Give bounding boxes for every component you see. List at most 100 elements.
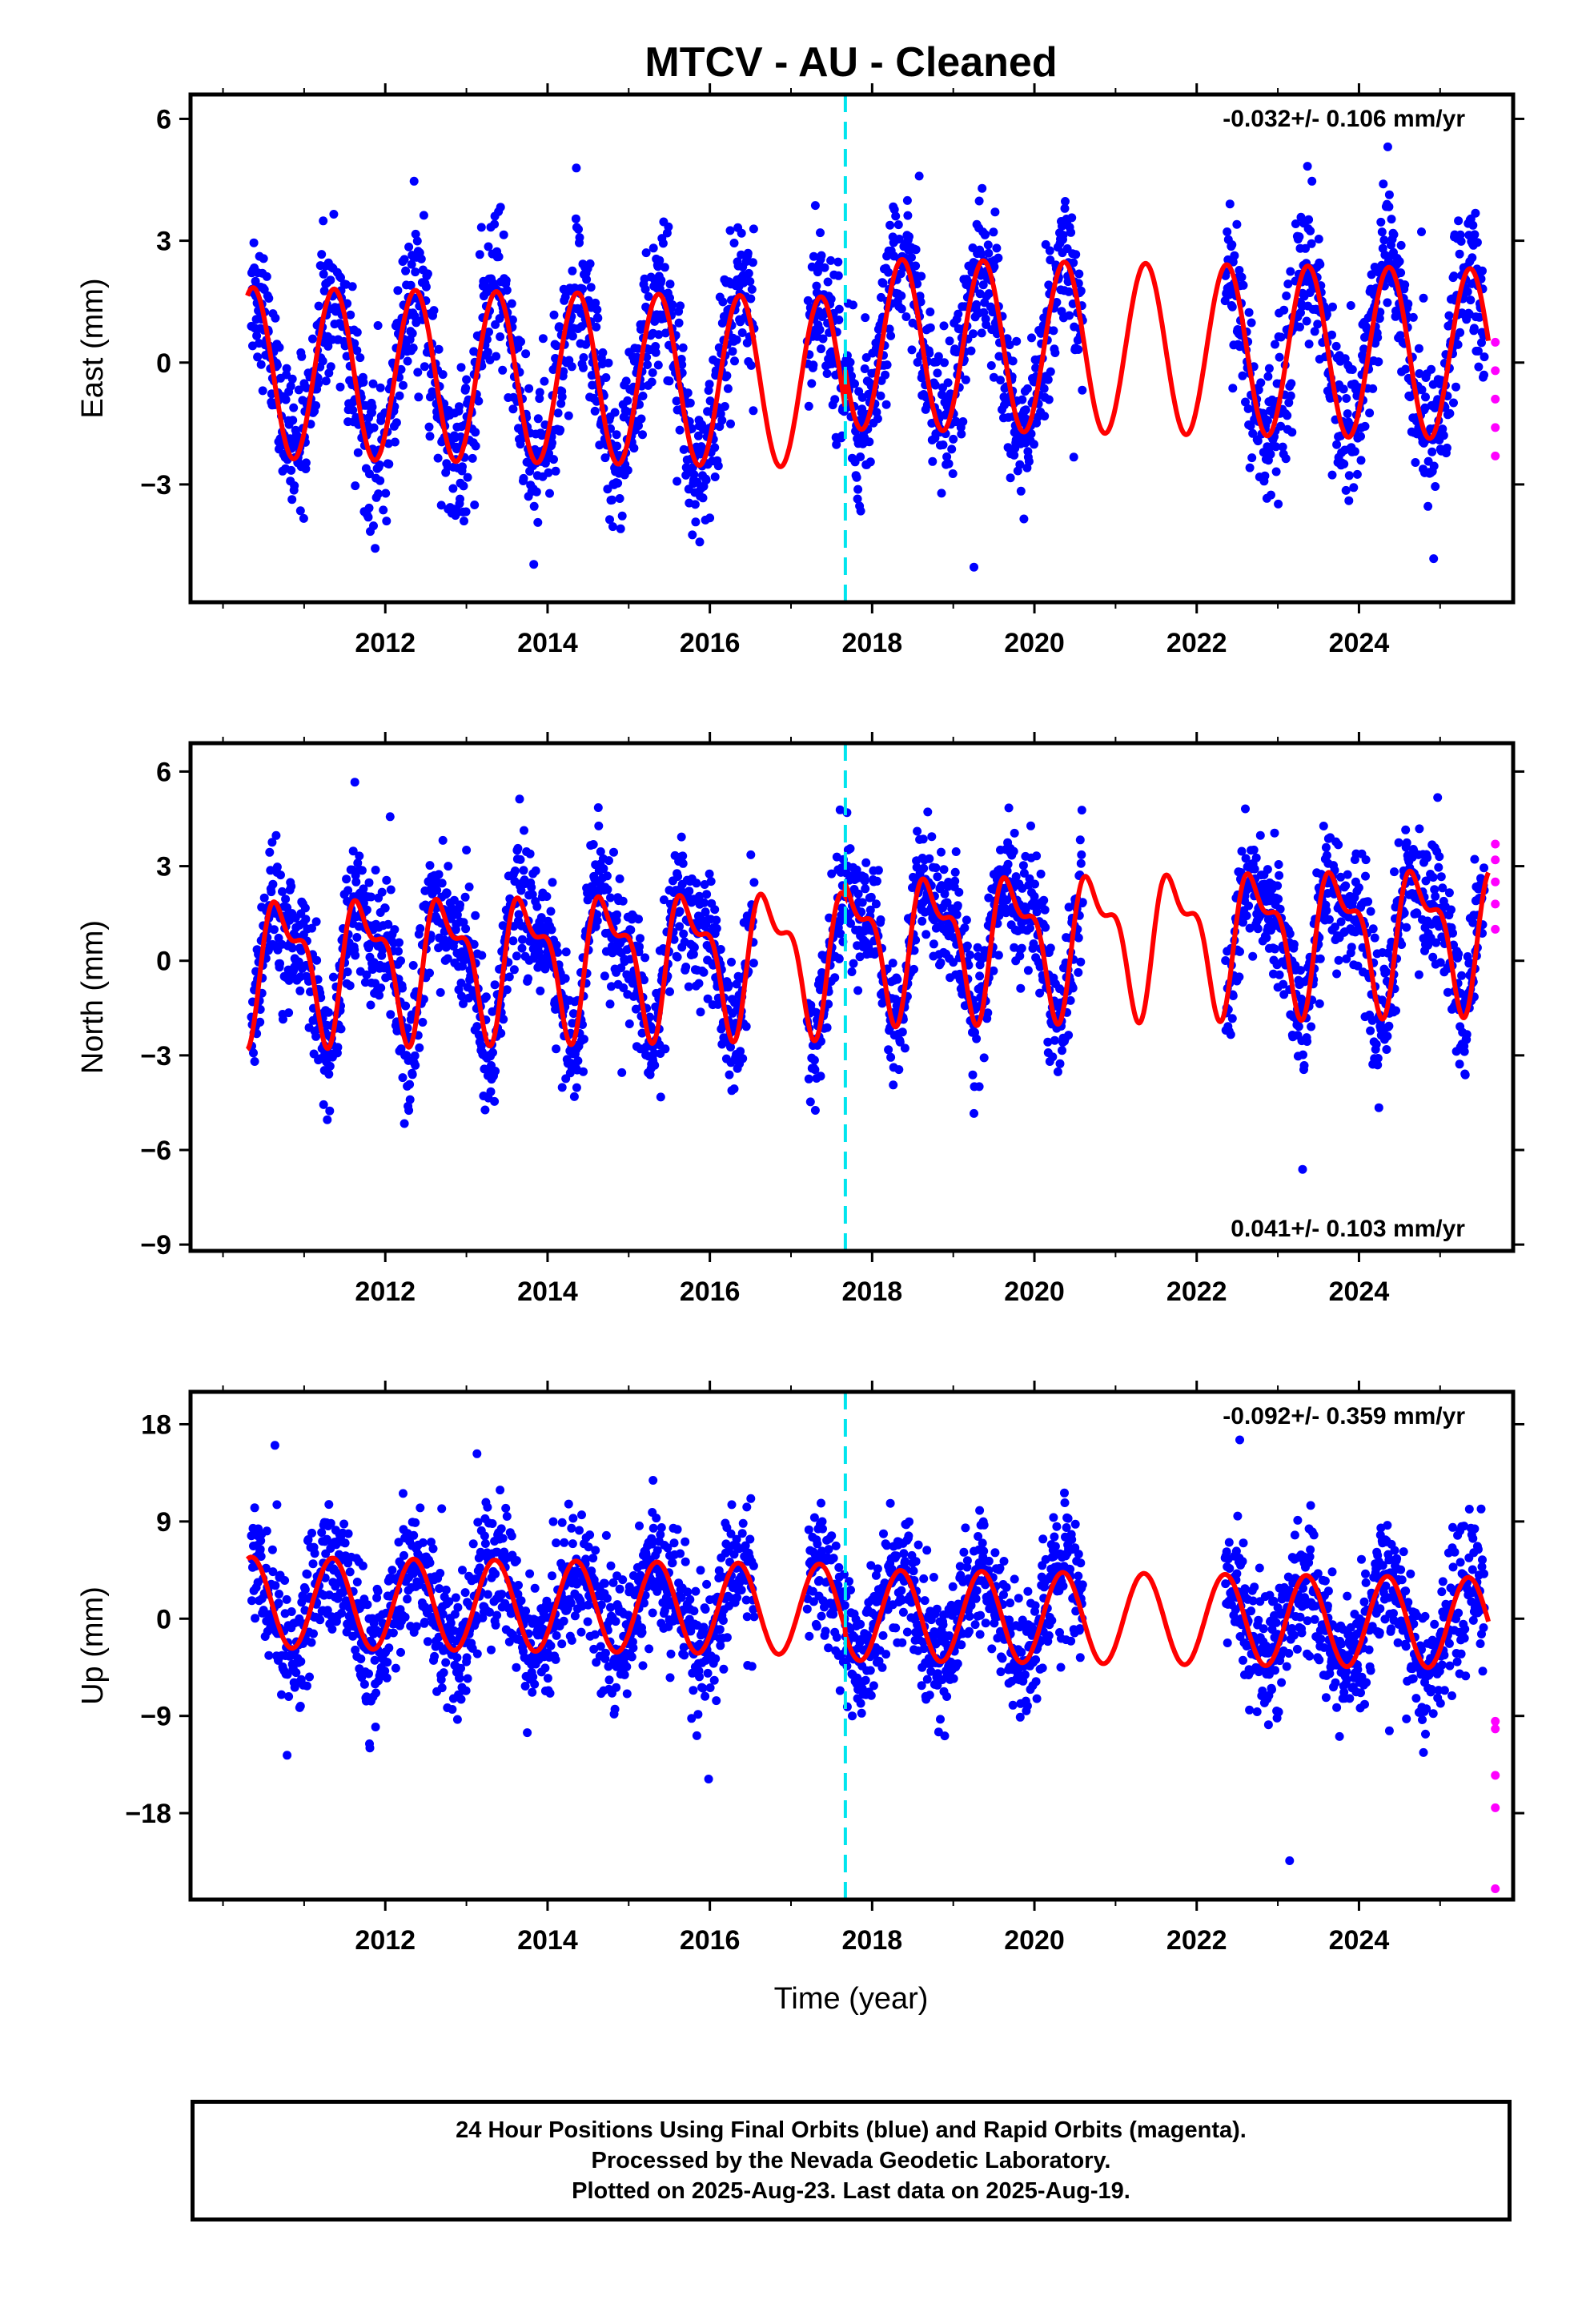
north-point-1705 <box>1050 1035 1059 1045</box>
north-point-1276 <box>861 858 871 867</box>
north-point-936 <box>661 1044 670 1054</box>
east-point-387 <box>416 254 426 263</box>
east-point-1798 <box>1228 384 1238 393</box>
east-point-295 <box>375 476 385 485</box>
east-point-958 <box>665 376 674 386</box>
north-point-507 <box>471 911 480 920</box>
north-point-1305 <box>873 866 883 875</box>
north-point-2286 <box>1454 949 1464 959</box>
east-point-1224 <box>832 440 841 449</box>
east-point-1020 <box>691 517 701 527</box>
north-point-1943 <box>1298 1164 1307 1174</box>
north-point-600 <box>513 843 523 853</box>
east-point-553 <box>491 320 500 329</box>
east-point-380 <box>414 392 424 402</box>
north-panel: 2012 2014 2016 2018 2020 2022 2024630−3−6−9Nor… <box>76 732 1524 1307</box>
east-point-242 <box>352 328 362 337</box>
east-point-489 <box>462 375 472 384</box>
east-point-700 <box>556 425 565 435</box>
east-point-1324 <box>877 292 885 302</box>
up-point-39 <box>264 1651 274 1660</box>
east-point-1719 <box>1052 298 1062 307</box>
north-point-1711 <box>1053 1067 1062 1076</box>
east-point-1228 <box>833 271 843 280</box>
up-point-56 <box>272 1500 282 1510</box>
north-point-1998 <box>1321 842 1331 852</box>
north-point-633 <box>528 890 537 899</box>
east-point-1708 <box>1046 367 1055 376</box>
north-point-441 <box>442 888 452 898</box>
up-point-136 <box>309 1629 318 1638</box>
east-point-1170 <box>809 360 818 370</box>
east-point-786 <box>592 322 601 332</box>
north-point-257 <box>359 899 368 908</box>
north-point-984 <box>681 963 691 971</box>
east-point-2287 <box>1449 271 1459 281</box>
north-point-1413 <box>923 807 933 817</box>
east-xtick-label: 2022 <box>1166 628 1227 658</box>
east-point-99 <box>289 403 299 412</box>
east-point-1735 <box>1058 231 1068 240</box>
north-point-248 <box>355 851 364 861</box>
north-point-807 <box>603 885 612 895</box>
east-point-2189 <box>1403 300 1413 308</box>
east-point-1654 <box>1022 384 1032 393</box>
east-point-2270 <box>1442 443 1452 452</box>
east-point-1460 <box>937 489 946 498</box>
north-point-1543 <box>979 1053 989 1063</box>
east-point-142 <box>308 334 317 344</box>
north-point-2045 <box>1343 870 1352 879</box>
east-point-1149 <box>746 360 756 370</box>
east-point-1211 <box>826 295 836 304</box>
east-point-1622 <box>1008 356 1018 366</box>
east-point-2299 <box>1455 249 1464 259</box>
east-point-356 <box>404 242 414 251</box>
north-point-49 <box>267 838 277 847</box>
north-point-1360 <box>900 1043 909 1053</box>
north-point-75 <box>279 1015 287 1024</box>
east-point-1917 <box>1283 411 1292 420</box>
east-point-538 <box>483 348 492 357</box>
north-point-1532 <box>975 971 985 981</box>
east-point-2144 <box>1384 190 1394 199</box>
east-point-1553 <box>978 183 987 193</box>
north-point-1985 <box>1315 954 1325 963</box>
east-point-886 <box>634 421 643 431</box>
north-point-606 <box>516 886 526 895</box>
north-point-2130 <box>1383 1031 1392 1041</box>
north-point-420 <box>432 886 442 895</box>
east-point-1110 <box>729 239 739 247</box>
east-point-730 <box>568 332 577 341</box>
north-point-667 <box>542 892 552 901</box>
north-point-284 <box>371 866 380 875</box>
east-point-1484 <box>948 469 958 478</box>
east-point-2045 <box>1341 485 1351 495</box>
east-point-6 <box>249 238 259 247</box>
north-point-542 <box>486 1087 496 1096</box>
north-point-627 <box>525 849 535 858</box>
east-point-457 <box>448 484 458 493</box>
east-point-698 <box>555 322 564 332</box>
north-rapid-point-1 <box>1491 855 1500 865</box>
east-point-2329 <box>1468 253 1477 263</box>
north-point-1087 <box>726 1043 735 1051</box>
east-point-582 <box>502 285 512 295</box>
east-point-933 <box>654 330 664 340</box>
north-point-1634 <box>1018 861 1028 870</box>
north-point-174 <box>323 1115 332 1124</box>
north-point-1244 <box>847 967 857 976</box>
north-point-475 <box>457 991 466 1001</box>
north-point-774 <box>588 840 598 849</box>
north-point-360 <box>405 1080 415 1089</box>
east-point-1007 <box>685 398 695 408</box>
east-point-476 <box>456 363 466 372</box>
north-point-431 <box>438 835 448 845</box>
north-point-1737 <box>1064 1031 1074 1040</box>
east-point-394 <box>420 362 429 372</box>
east-point-1546 <box>974 196 984 206</box>
east-point-1832 <box>1243 404 1253 413</box>
east-point-2216 <box>1417 385 1427 395</box>
east-point-708 <box>559 367 568 376</box>
north-point-2244 <box>1435 852 1444 862</box>
north-point-856 <box>624 1019 634 1028</box>
